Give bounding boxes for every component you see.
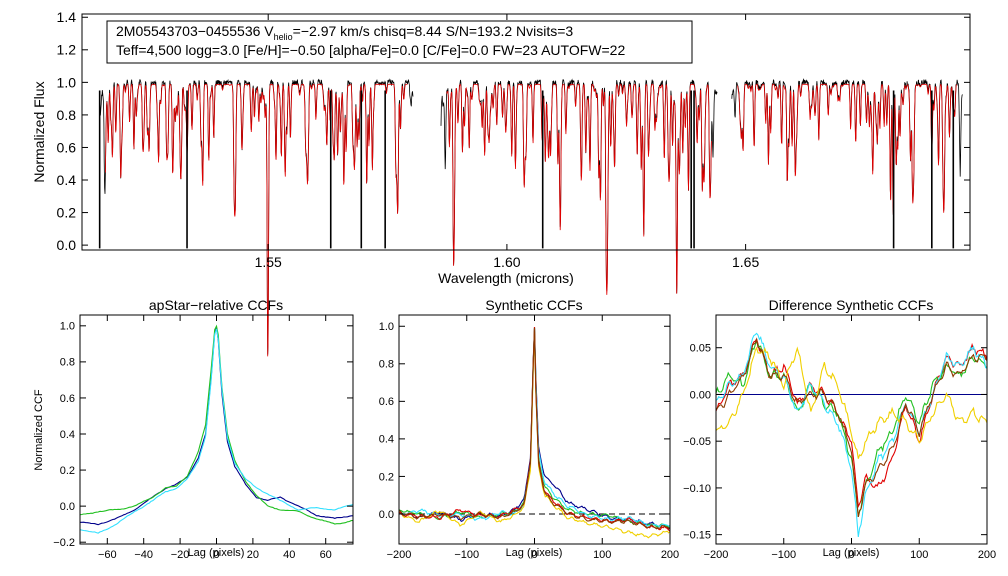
y-tick-label: 0.2 [57,204,77,220]
y-tick-label: 0.0 [57,237,77,253]
annotation-helio-subscript: helio [274,32,293,42]
x-tick-label: 200 [661,549,679,561]
y-tick-label: 1.2 [57,42,77,58]
x-tick-label: −60 [98,549,117,561]
apstar-ccf-ticks: −60 −40 −20 0 20 40 60 −0.2 0.0 0.2 0.4 0.6 0.8 1.0 [53,315,353,561]
annotation-star-id: 2M05543703−0455536 V [116,23,274,39]
x-tick-label: −100 [454,549,479,561]
x-tick-label: 1.55 [255,254,282,270]
y-tick-label: 1.4 [57,9,77,25]
apstar-ccf-panel: −60 −40 −20 0 20 40 60 −0.2 0.0 0.2 0.4 0.6 0.8 1.0 a… [33,297,354,561]
difference-ccf-ticks: −200 −100 0 100 200 −0.15 −0.10 −0.05 0.00 0.05 [683,315,996,561]
y-tick-label: 0.2 [379,471,394,483]
synthetic-ccf-ticks: −200 −100 0 100 200 0.0 0.2 0.4 0.6 0.8 1.0 [379,315,679,561]
y-tick-label: 0.0 [379,509,394,521]
spectrum-annotation-box [106,20,693,64]
y-tick-label: 1.0 [60,321,75,333]
y-tick-label: 0.6 [379,396,394,408]
series-visit-4 [715,346,988,459]
x-tick-label: 100 [593,549,611,561]
difference-ccf-xlabel: Lag (pixels) [823,547,880,559]
difference-ccf-panel: −200 −100 0 100 200 −0.15 −0.10 −0.05 0.00 0.05 D… [683,297,996,561]
y-tick-label: −0.2 [53,537,75,549]
synthetic-ccf-xlabel: Lag (pixels) [506,547,563,559]
annotation-velocity: =−2.97 km/s chisq=8.44 S/N=193.2 Nvisits… [293,23,574,39]
spectrum-annotation-line-2: Teff=4,500 logg=3.0 [Fe/H]=−0.50 [alpha/… [116,42,625,58]
apstar-ccf-xlabel: Lag (pixels) [188,547,245,559]
synthetic-ccf-panel: −200 −100 0 100 200 0.0 0.2 0.4 0.6 0.8 1.0 Synthe… [379,297,679,561]
y-tick-label: 0.8 [60,357,75,369]
y-tick-label: 0.4 [57,172,77,188]
spectrum-marks [98,78,963,357]
synthetic-ccf-title: Synthetic CCFs [485,297,582,313]
difference-ccf-title: Difference Synthetic CCFs [769,297,934,313]
y-tick-label: 0.4 [379,434,394,446]
series-visit-3 [79,328,354,534]
y-tick-label: 0.00 [690,389,711,401]
y-tick-label: 0.0 [60,501,75,513]
observed-spectrum-chip-1 [99,78,414,355]
x-tick-label: 20 [247,549,259,561]
model-spectrum-chip-1 [105,83,408,357]
spectrum-ticks: 1.55 1.60 1.65 0.0 0.2 0.4 0.6 0.8 1.0 1.2 1.4 [57,9,970,270]
series-visit-6 [398,327,671,530]
x-tick-label: 1.60 [493,254,520,270]
y-tick-label: 0.4 [60,429,75,441]
model-spectrum-chip-3 [737,83,958,215]
x-tick-label: 40 [283,549,295,561]
x-tick-label: −200 [387,549,412,561]
x-tick-label: 200 [978,549,996,561]
x-tick-label: 60 [320,549,332,561]
y-tick-label: 0.2 [60,465,75,477]
synthetic-ccf-marks [398,326,671,539]
apstar-ccf-marks [79,324,354,534]
series-visit-2 [715,339,988,517]
apstar-ccf-title: apStar−relative CCFs [149,297,283,313]
spectrum-ylabel: Normalized Flux [31,81,47,182]
x-tick-label: 0 [531,549,537,561]
y-tick-label: −0.10 [683,483,711,495]
y-tick-label: −0.15 [683,530,711,542]
y-tick-label: 1.0 [379,321,394,333]
y-tick-label: −0.05 [683,436,711,448]
x-tick-label: −40 [134,549,153,561]
x-tick-label: −20 [171,549,190,561]
series-visit-2 [79,324,354,525]
model-spectrum-chip-2 [446,83,712,295]
series-visit-3 [715,332,988,537]
y-tick-label: 0.6 [57,139,77,155]
x-tick-label: −200 [704,549,729,561]
x-tick-label: −100 [771,549,796,561]
x-tick-label: 0 [213,549,219,561]
spectrum-xlabel: Wavelength (microns) [438,270,574,286]
x-tick-label: 0 [848,549,854,561]
y-tick-label: 0.8 [379,359,394,371]
spectrum-annotation-line-1: 2M05543703−0455536 Vhelio=−2.97 km/s chi… [116,23,573,42]
x-tick-label: 100 [910,549,928,561]
apstar-ccf-ylabel: Normalized CCF [33,389,45,471]
y-tick-label: 0.05 [690,343,711,355]
spectrum-frame [81,13,971,251]
y-tick-label: 1.0 [57,74,77,90]
x-tick-label: 1.65 [732,254,759,270]
series-visit-5 [715,337,988,518]
y-tick-label: 0.6 [60,393,75,405]
y-tick-label: 0.8 [57,107,77,123]
spectrum-panel: 1.55 1.60 1.65 0.0 0.2 0.4 0.6 0.8 1.0 1.2 1.4 2M0… [31,9,971,357]
difference-ccf-marks [715,332,988,537]
